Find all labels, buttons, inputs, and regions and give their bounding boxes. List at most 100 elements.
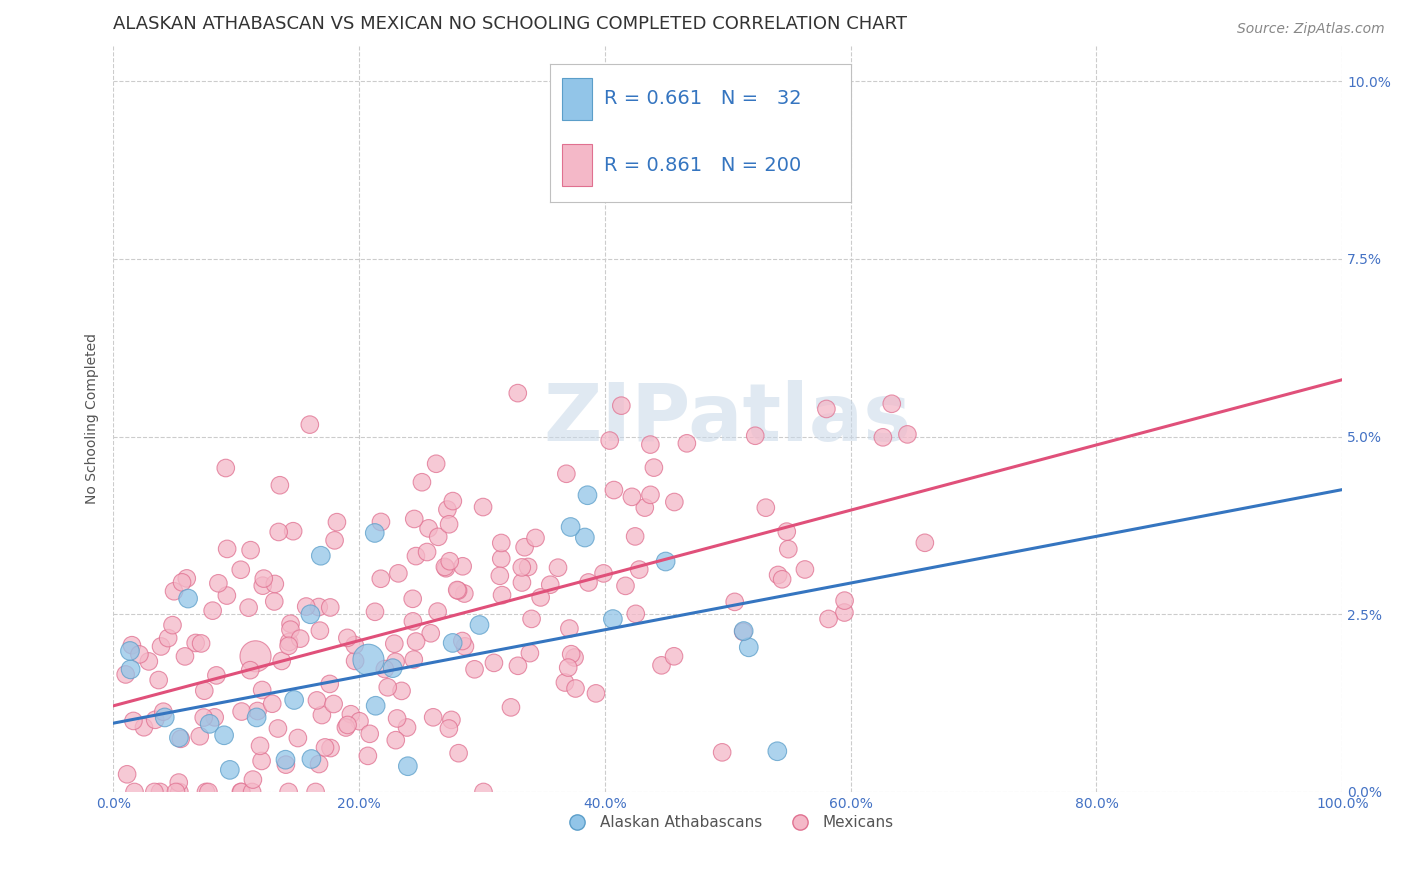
Point — [554, 675, 576, 690]
Point — [628, 563, 651, 577]
Point — [422, 710, 444, 724]
Point — [592, 566, 614, 581]
Point — [387, 566, 409, 581]
Point — [564, 650, 586, 665]
Point — [381, 661, 404, 675]
Point — [453, 586, 475, 600]
Point — [614, 579, 637, 593]
Point — [114, 667, 136, 681]
Point — [411, 475, 433, 490]
Point — [245, 649, 267, 664]
Point — [336, 718, 359, 732]
Point — [177, 591, 200, 606]
Point — [384, 733, 406, 747]
Point — [184, 636, 207, 650]
Point — [441, 636, 464, 650]
Point — [402, 591, 425, 606]
Point — [239, 663, 262, 677]
Point — [263, 594, 285, 608]
Point — [231, 785, 253, 799]
Point — [557, 660, 579, 674]
Point — [143, 713, 166, 727]
Point — [212, 728, 235, 742]
Point — [384, 655, 406, 669]
Point — [733, 624, 755, 639]
Point — [262, 697, 284, 711]
Point — [229, 563, 252, 577]
Point — [510, 575, 533, 590]
Point — [165, 785, 187, 799]
Point — [437, 517, 460, 532]
Point — [425, 457, 447, 471]
Point — [419, 626, 441, 640]
Point — [793, 562, 815, 576]
Point — [125, 797, 148, 812]
Point — [382, 637, 405, 651]
Point — [280, 623, 302, 637]
Point — [201, 604, 224, 618]
Point — [267, 524, 290, 539]
Legend: Alaskan Athabascans, Mexicans: Alaskan Athabascans, Mexicans — [555, 809, 900, 837]
Point — [176, 571, 198, 585]
Point — [676, 436, 699, 450]
Point — [335, 721, 357, 735]
Point — [194, 785, 217, 799]
Point — [426, 605, 449, 619]
Point — [634, 500, 657, 515]
Point — [440, 713, 463, 727]
Point — [138, 655, 160, 669]
Point — [188, 729, 211, 743]
Text: Source: ZipAtlas.com: Source: ZipAtlas.com — [1237, 22, 1385, 37]
Point — [405, 634, 427, 648]
Point — [472, 785, 495, 799]
Point — [167, 731, 190, 745]
Point — [287, 731, 309, 745]
Point — [416, 545, 439, 559]
Point — [150, 640, 173, 654]
Point — [560, 520, 582, 534]
Point — [336, 631, 359, 645]
Point — [340, 707, 363, 722]
Point — [304, 785, 326, 799]
Point — [118, 644, 141, 658]
Point — [319, 741, 342, 756]
Point — [872, 430, 894, 444]
Point — [180, 797, 202, 812]
Point — [231, 705, 253, 719]
Point — [120, 662, 142, 676]
Point — [599, 434, 621, 448]
Point — [451, 634, 474, 648]
Point — [343, 638, 366, 652]
Point — [664, 495, 686, 509]
Point — [205, 668, 228, 682]
Point — [148, 673, 170, 687]
Point — [163, 584, 186, 599]
Point — [128, 648, 150, 662]
Point — [218, 763, 240, 777]
Point — [149, 785, 172, 799]
Point — [402, 615, 425, 629]
Point — [395, 721, 418, 735]
Point — [506, 386, 529, 401]
Point — [640, 437, 662, 451]
Point — [370, 572, 392, 586]
Point — [124, 785, 146, 799]
Point — [640, 488, 662, 502]
Point — [153, 710, 176, 724]
Point — [263, 577, 285, 591]
Point — [547, 560, 569, 574]
Point — [308, 600, 330, 615]
Point — [143, 785, 166, 799]
Point — [240, 785, 263, 799]
Point — [499, 700, 522, 714]
Point — [357, 653, 380, 667]
Point — [396, 759, 419, 773]
Point — [776, 524, 799, 539]
Point — [538, 577, 561, 591]
Point — [427, 530, 450, 544]
Point — [207, 576, 229, 591]
Point — [766, 568, 789, 582]
Point — [169, 785, 191, 799]
Point — [519, 646, 541, 660]
Point — [585, 686, 607, 700]
